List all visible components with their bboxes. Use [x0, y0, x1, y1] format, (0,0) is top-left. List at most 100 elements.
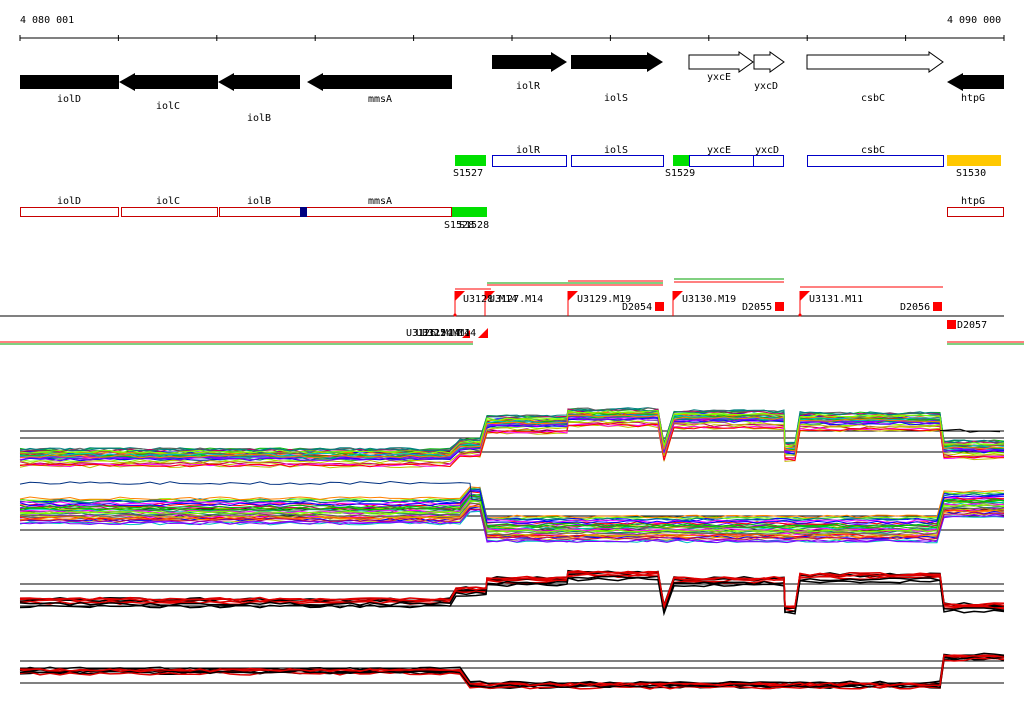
profile-line	[19, 494, 1005, 529]
profile-line	[19, 509, 1005, 544]
upshift-flag[interactable]	[567, 291, 578, 316]
minus-upshift-marker[interactable]	[478, 328, 488, 338]
plus-transcript-track: S1527 iolR iolS S1529 yxcE yxcD csbC S15…	[453, 145, 1001, 179]
transcript-csbC-box[interactable]	[807, 155, 944, 167]
srna-S1530-block[interactable]	[947, 155, 1001, 166]
srna-S1529-block[interactable]	[673, 155, 689, 166]
upshift-flag[interactable]	[484, 291, 495, 316]
transcript-iolC-box[interactable]	[121, 207, 218, 217]
transcript-htpG-box[interactable]	[947, 207, 1004, 217]
gene-label: iolC	[156, 101, 180, 112]
gene-label: yxcD	[754, 81, 778, 92]
gene-iolS-arrow[interactable]	[571, 52, 663, 72]
segment-label: yxcD	[755, 145, 779, 156]
summary-line	[19, 577, 1005, 617]
srna-S1527-block[interactable]	[455, 155, 486, 166]
marker-block	[300, 207, 307, 217]
minus-transcript-track: iolD iolC iolB mmsA S1528 S1528 htpG	[20, 196, 1004, 231]
segment-label: htpG	[961, 196, 985, 207]
srna-S1528-block[interactable]	[452, 207, 487, 217]
gene-label: iolD	[57, 94, 81, 105]
transcript-iolB-box[interactable]	[219, 207, 301, 217]
segment-label: S1528	[444, 220, 474, 231]
gene-label: mmsA	[368, 94, 392, 105]
segment-label: iolB	[247, 196, 271, 207]
downshift-marker[interactable]	[933, 302, 942, 311]
ruler-start-label: 4 080 001	[20, 15, 74, 26]
profile-line	[20, 491, 1005, 526]
summary-line	[19, 652, 1005, 685]
gene-iolR-arrow[interactable]	[492, 52, 567, 72]
summary-line	[19, 575, 1005, 614]
ruler: 4 080 001 4 090 000	[19, 15, 1005, 41]
segment-label: iolD	[57, 196, 81, 207]
gene-label: yxcE	[707, 72, 731, 83]
gene-iolB-arrow[interactable]	[218, 73, 300, 91]
downshift-marker[interactable]	[947, 320, 956, 329]
expression-profiles	[19, 407, 1005, 690]
transcript-yxcD-box[interactable]	[753, 155, 784, 167]
segment-label: iolS	[604, 145, 628, 156]
minus-upshift-label: U3126.M14	[406, 328, 460, 339]
gene-yxcE-arrow[interactable]	[688, 51, 754, 73]
transcript-yxcE-box[interactable]	[689, 155, 754, 167]
upshift-label: U3129.M19	[577, 294, 631, 305]
upshift-label: U3130.M19	[682, 294, 736, 305]
ruler-ticks	[19, 35, 1005, 41]
profile-line	[939, 428, 1001, 433]
gene-label: htpG	[961, 93, 985, 104]
profile-line	[19, 417, 1005, 462]
transcript-mmsA-box[interactable]	[300, 207, 452, 217]
profile-line	[19, 493, 1005, 527]
minus-upshift-label: U3124.M14	[422, 328, 476, 339]
profile-line	[19, 420, 1005, 464]
profile-line	[19, 486, 1005, 519]
gene-mmsA-arrow[interactable]	[307, 73, 452, 91]
profile-line	[19, 409, 1005, 454]
minus-upshift-label: U3125.M14	[416, 328, 470, 339]
segment-label: S1527	[453, 168, 483, 179]
profile-line	[19, 489, 1005, 524]
profile-line	[19, 416, 1005, 461]
summary-line	[19, 655, 1005, 689]
profile-line	[19, 502, 1005, 537]
segment-label: iolC	[156, 196, 180, 207]
segment-label: mmsA	[368, 196, 392, 207]
summary-line	[19, 657, 1005, 690]
gene-yxcD-arrow[interactable]	[753, 51, 785, 73]
upshift-flag[interactable]	[672, 291, 683, 316]
gene-csbC-arrow[interactable]	[806, 51, 944, 73]
minus-upshift-marker[interactable]	[462, 330, 470, 338]
downshift-label: D2054	[622, 302, 652, 313]
transcript-iolS-box[interactable]	[571, 155, 664, 167]
transcript-iolD-box[interactable]	[20, 207, 119, 217]
downshift-marker[interactable]	[775, 302, 784, 311]
upshift-flag[interactable]	[453, 291, 466, 317]
upshift-label: U3128.M14	[463, 294, 517, 305]
summary-line	[19, 654, 1005, 687]
profile-line	[19, 423, 1005, 468]
upshift-label: U3127.M14	[489, 294, 543, 305]
gene-label: iolS	[604, 93, 628, 104]
transcript-iolR-box[interactable]	[492, 155, 567, 167]
profile-line	[19, 414, 1005, 459]
summary-line	[19, 654, 1005, 687]
gene-track: iolD iolC iolB mmsA iolR iolS yxcE yxcD …	[20, 51, 1004, 124]
downshift-label: D2056	[900, 302, 930, 313]
downshift-label: D2055	[742, 302, 772, 313]
profile-line	[19, 490, 1005, 525]
profile-line	[19, 508, 1005, 541]
upshift-label: U3131.M11	[809, 294, 863, 305]
profile-line	[19, 421, 1005, 466]
gene-htpG-arrow[interactable]	[947, 73, 1004, 91]
upshift-flag[interactable]	[798, 291, 811, 317]
gene-iolC-arrow[interactable]	[119, 73, 218, 91]
segment-label: S1528	[459, 220, 489, 231]
segment-label: S1529	[665, 168, 695, 179]
gene-iolD-arrow[interactable]	[20, 75, 119, 89]
profile-line	[19, 414, 1005, 457]
profile-line	[19, 480, 483, 501]
downshift-marker[interactable]	[655, 302, 664, 311]
gene-label: iolR	[516, 81, 541, 92]
